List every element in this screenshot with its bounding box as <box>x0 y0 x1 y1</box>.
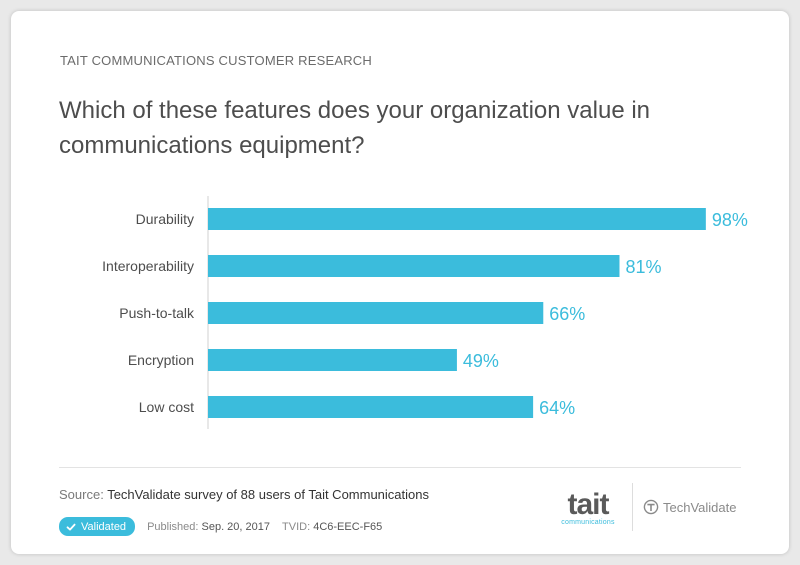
footer-divider <box>59 467 741 468</box>
source-text: TechValidate survey of 88 users of Tait … <box>107 487 429 502</box>
bar-chart: Durability 98% Interoperability 81% Push-to-… <box>102 196 748 429</box>
check-icon <box>66 523 76 530</box>
techvalidate-logo: TechValidate <box>643 499 736 515</box>
tait-logo-sub: communications <box>561 519 615 526</box>
bar-interoperability <box>208 255 620 277</box>
validated-label: Validated <box>81 520 127 533</box>
bar-push-to-talk <box>208 302 544 324</box>
value-label: 49% <box>463 351 499 371</box>
value-label: 98% <box>712 210 748 230</box>
category-label: Push-to-talk <box>119 305 195 321</box>
report-kicker: TAIT COMMUNICATIONS CUSTOMER RESEARCH <box>60 53 372 68</box>
value-label: 64% <box>539 398 575 418</box>
bar-encryption <box>208 349 457 371</box>
category-label: Encryption <box>128 352 194 368</box>
bar-low-cost <box>208 396 534 418</box>
report-card: TAIT COMMUNICATIONS CUSTOMER RESEARCH Wh… <box>11 11 789 554</box>
category-label: Low cost <box>139 399 194 415</box>
chart-question: Which of these features does your organi… <box>59 97 651 159</box>
techvalidate-icon <box>643 499 659 515</box>
category-label: Interoperability <box>102 258 194 274</box>
tait-logo: tait communications <box>555 488 621 527</box>
published-info: Published: Sep. 20, 2017 <box>147 521 270 533</box>
bar-durability <box>208 208 706 230</box>
source-label: Source: <box>59 487 104 502</box>
source-line: Source: TechValidate survey of 88 users … <box>59 487 429 502</box>
tvid-value: 4C6-EEC-F65 <box>313 520 383 533</box>
tait-logo-word: tait <box>567 488 610 521</box>
tvid-info: TVID: 4C6-EEC-F65 <box>282 521 382 533</box>
meta-row: Validated Published: Sep. 20, 2017 TVID:… <box>59 517 382 536</box>
value-label: 81% <box>625 257 661 277</box>
tvid-label: TVID: <box>282 520 311 533</box>
value-label: 66% <box>549 304 585 324</box>
logo-divider <box>632 483 633 531</box>
validated-badge[interactable]: Validated <box>59 517 136 536</box>
category-label: Durability <box>136 211 194 227</box>
published-label: Published: <box>147 520 199 533</box>
techvalidate-logo-text: TechValidate <box>663 499 737 515</box>
published-value: Sep. 20, 2017 <box>201 520 271 533</box>
